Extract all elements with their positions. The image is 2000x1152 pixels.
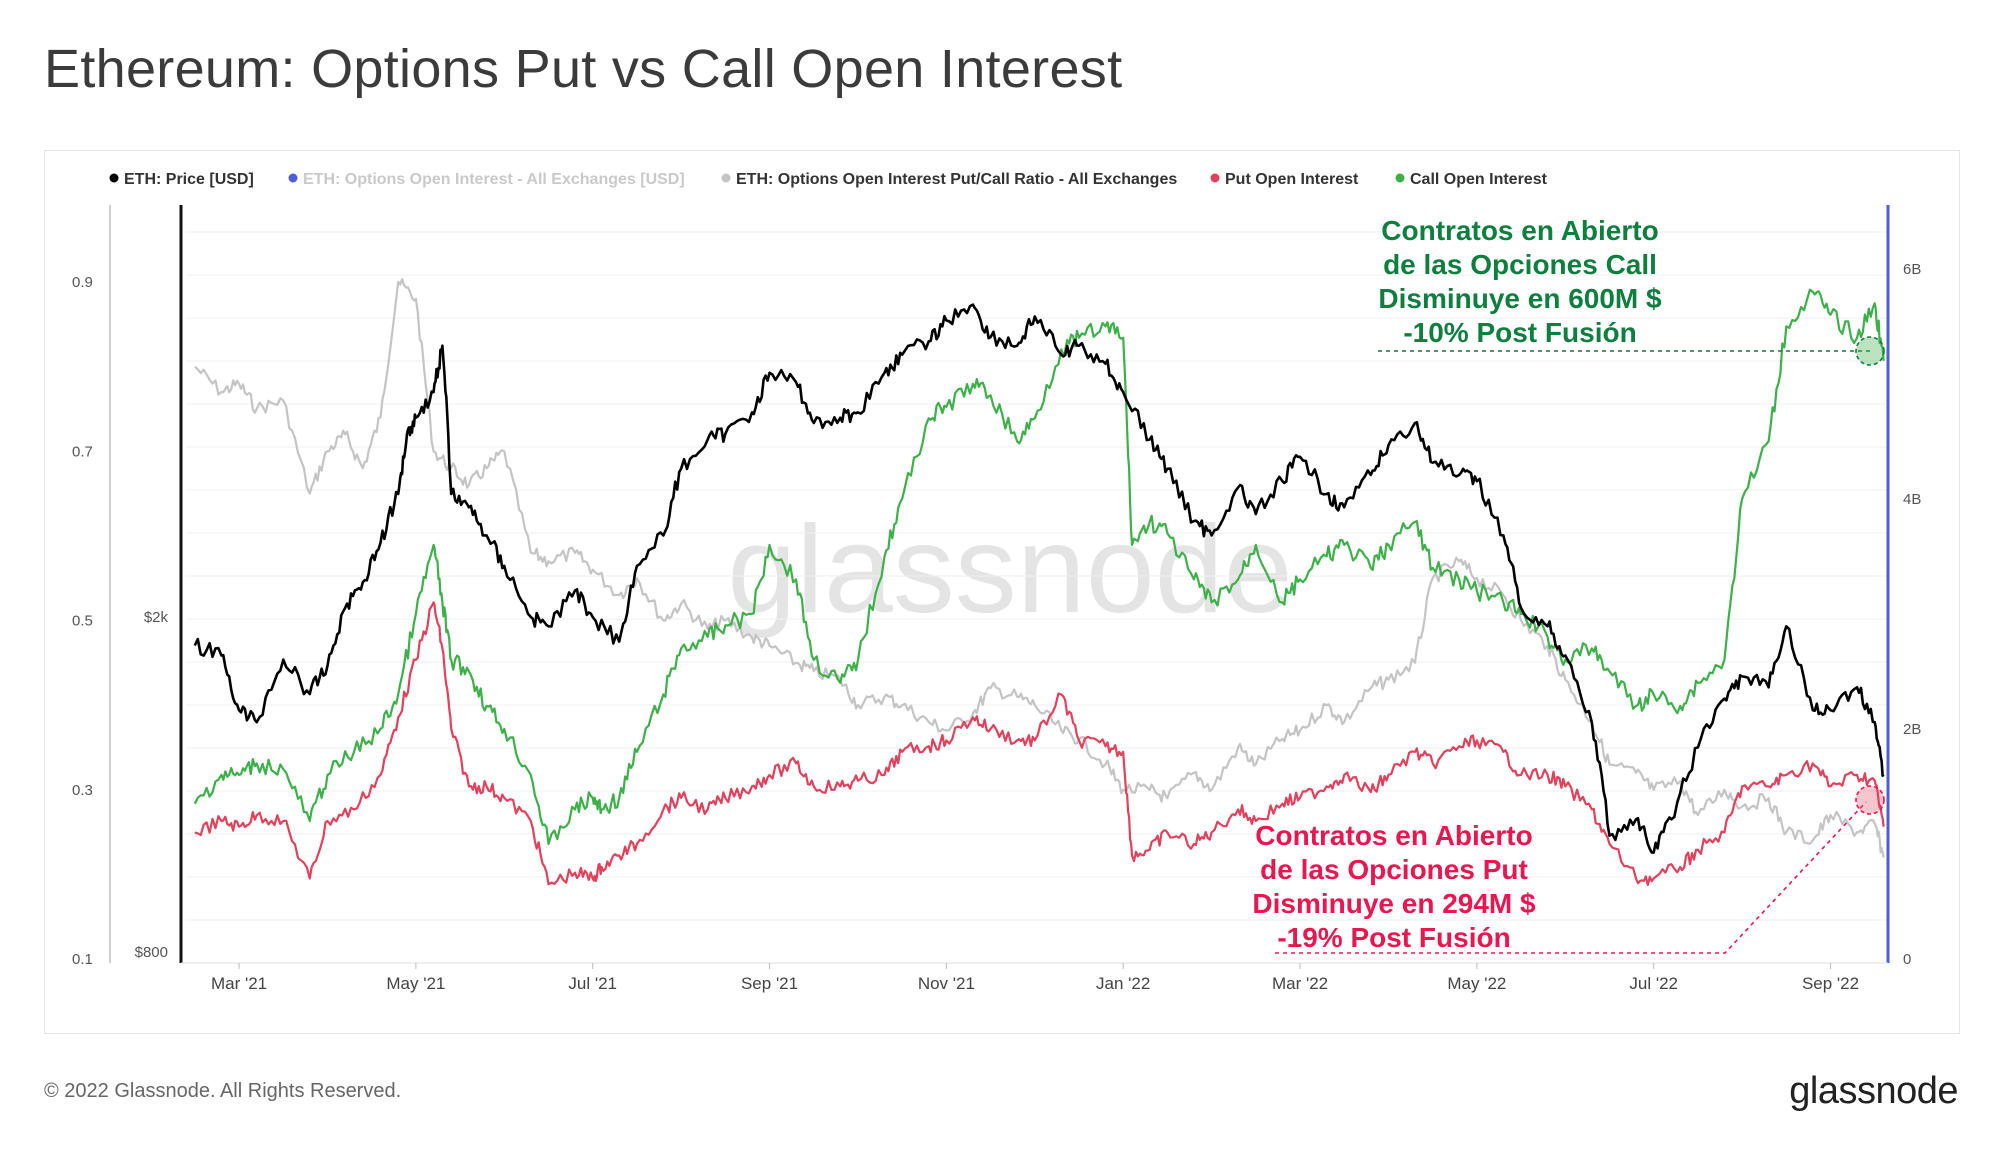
legend-item[interactable]: Put Open Interest bbox=[1210, 171, 1360, 188]
put-annotation-text: de las Opciones Put bbox=[1260, 854, 1528, 885]
legend-label: ETH: Price [USD] bbox=[124, 171, 254, 188]
ratio-tick-label: 0.9 bbox=[72, 274, 93, 291]
price-tick-label: $2k bbox=[144, 609, 169, 626]
call-annotation-text: de las Opciones Call bbox=[1383, 249, 1657, 280]
legend-dot bbox=[288, 173, 298, 183]
series-call-open-interest bbox=[193, 288, 1885, 846]
footer-copyright: © 2022 Glassnode. All Rights Reserved. bbox=[44, 1080, 402, 1102]
legend-dot bbox=[721, 173, 731, 183]
price-tick-label: $800 bbox=[135, 944, 168, 961]
x-tick-label: Mar '22 bbox=[1272, 974, 1328, 993]
legend-dot bbox=[1210, 173, 1220, 183]
page-title: Ethereum: Options Put vs Call Open Inter… bbox=[44, 39, 1123, 99]
ratio-tick-label: 0.5 bbox=[72, 613, 93, 630]
x-tick-label: Mar '21 bbox=[211, 974, 267, 993]
series-put-open-interest bbox=[194, 601, 1885, 886]
legend-label: ETH: Options Open Interest - All Exchang… bbox=[303, 171, 685, 188]
call-marker-circle bbox=[1855, 336, 1885, 366]
x-tick-label: Jul '21 bbox=[568, 974, 617, 993]
legend-dot bbox=[1395, 173, 1405, 183]
chart-frame bbox=[44, 150, 1960, 1034]
legend[interactable]: ETH: Price [USD] ETH: Options Open Intere… bbox=[109, 171, 1548, 188]
gridlines bbox=[186, 231, 1888, 921]
open-interest-tick-label: 0 bbox=[1903, 951, 1911, 968]
legend-label: Call Open Interest bbox=[1410, 171, 1548, 188]
series-eth-price bbox=[193, 303, 1885, 854]
open-interest-tick-label: 2B bbox=[1903, 721, 1921, 738]
x-tick-label: Jul '22 bbox=[1629, 974, 1678, 993]
x-tick-label: Jan '22 bbox=[1096, 974, 1150, 993]
x-tick-label: Sep '22 bbox=[1802, 974, 1859, 993]
ratio-tick-label: 0.3 bbox=[72, 782, 93, 799]
put-marker-circle bbox=[1855, 785, 1885, 815]
legend-item[interactable]: ETH: Price [USD] bbox=[109, 171, 254, 188]
put-annotation-text: -19% Post Fusión bbox=[1277, 922, 1510, 953]
watermark-text: glassnode bbox=[727, 501, 1292, 639]
x-tick-label: Nov '21 bbox=[918, 974, 975, 993]
x-tick-label: May '21 bbox=[386, 974, 445, 993]
put-annotation-text: Contratos en Abierto bbox=[1255, 820, 1532, 851]
open-interest-tick-label: 4B bbox=[1903, 491, 1921, 508]
legend-label: ETH: Options Open Interest Put/Call Rati… bbox=[736, 171, 1177, 188]
legend-item[interactable]: ETH: Options Open Interest - All Exchang… bbox=[288, 171, 685, 188]
glassnode-logo[interactable]: glassnode bbox=[1789, 1070, 1958, 1112]
series-layer bbox=[193, 278, 1885, 886]
put-annotation-text: Disminuye en 294M $ bbox=[1252, 888, 1536, 919]
ratio-tick-label: 0.7 bbox=[72, 443, 93, 460]
x-tick-label: May '22 bbox=[1447, 974, 1506, 993]
call-annotation-text: Contratos en Abierto bbox=[1381, 215, 1658, 246]
legend-label: Put Open Interest bbox=[1225, 171, 1359, 188]
legend-item[interactable]: ETH: Options Open Interest Put/Call Rati… bbox=[721, 171, 1178, 188]
ratio-tick-label: 0.1 bbox=[72, 951, 93, 968]
open-interest-tick-label: 6B bbox=[1903, 261, 1921, 278]
series-put-call-ratio bbox=[194, 278, 1885, 858]
legend-dot bbox=[109, 173, 119, 183]
call-annotation-text: Disminuye en 600M $ bbox=[1378, 283, 1662, 314]
x-tick-label: Sep '21 bbox=[741, 974, 798, 993]
call-annotation-text: -10% Post Fusión bbox=[1403, 317, 1636, 348]
axes: 0.9 0.7 0.5 0.3 0.1 $2k $800 6B 4B 2B 0 Mar '21 May … bbox=[72, 205, 1921, 993]
put-leader-line bbox=[1275, 801, 1867, 954]
legend-item[interactable]: Call Open Interest bbox=[1395, 171, 1548, 188]
